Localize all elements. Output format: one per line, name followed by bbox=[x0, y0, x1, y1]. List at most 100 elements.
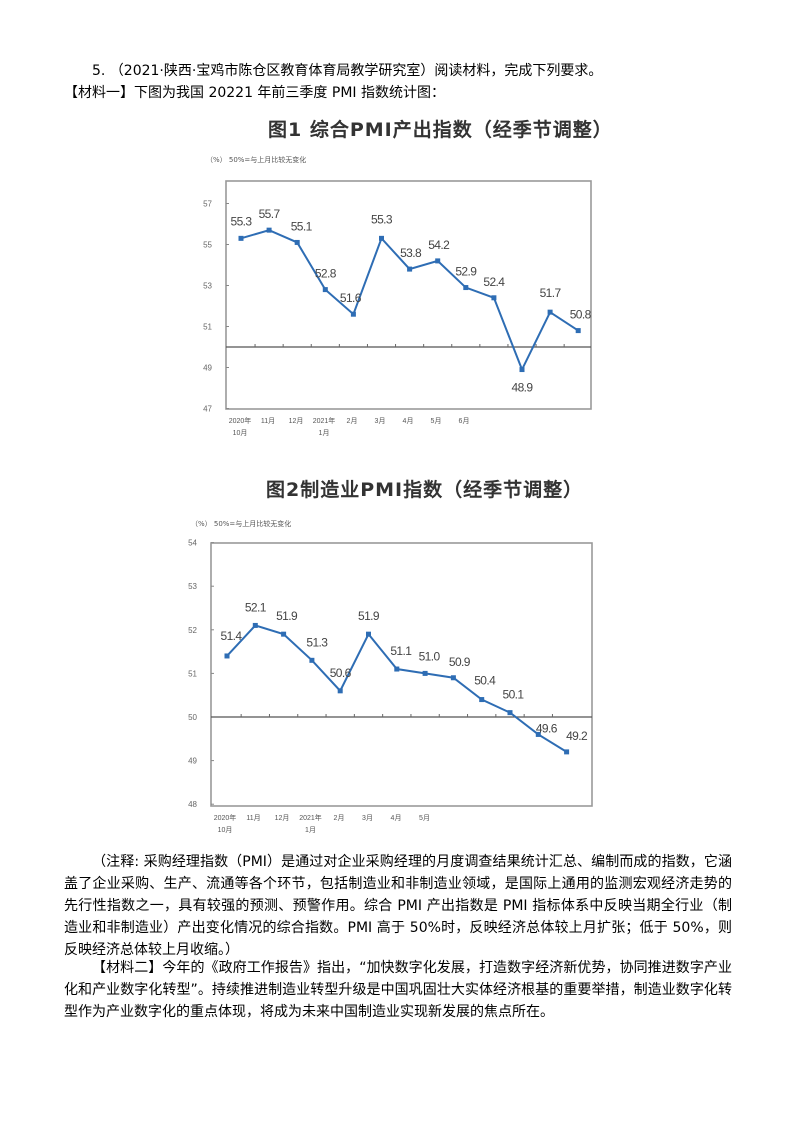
data-label: 48.9 bbox=[512, 381, 534, 395]
data-point bbox=[309, 657, 315, 663]
question-header: 5. （2021·陕西·宝鸡市陈仓区教育体育局教学研究室）阅读材料，完成下列要求… bbox=[92, 63, 603, 79]
data-point bbox=[547, 309, 553, 315]
y-tick-label: 51 bbox=[203, 323, 212, 332]
data-point bbox=[450, 675, 456, 681]
y-tick-label: 49 bbox=[203, 364, 212, 373]
material2-paragraph: 【材料二】今年的《政府工作报告》指出，“加快数字化发展，打造数字经济新优势，协同… bbox=[64, 957, 732, 1023]
x-tick-label: 3月 bbox=[375, 417, 386, 425]
x-tick-label: 4月 bbox=[403, 417, 414, 425]
data-label: 55.1 bbox=[291, 219, 313, 233]
data-label: 49.2 bbox=[566, 729, 588, 743]
x-tick-label: 2月 bbox=[347, 417, 358, 425]
x-tick-label: 4月 bbox=[391, 814, 402, 822]
material1-intro: 【材料一】下图为我国 20221 年前三季度 PMI 指数统计图： bbox=[64, 85, 445, 101]
data-label: 50.4 bbox=[474, 674, 496, 688]
data-point bbox=[350, 311, 356, 317]
data-label: 54.2 bbox=[428, 238, 450, 252]
data-label: 55.3 bbox=[371, 212, 393, 226]
x-tick-label: 12月 bbox=[289, 417, 304, 425]
y-tick-label: 48 bbox=[188, 800, 197, 809]
data-point bbox=[337, 688, 343, 694]
data-label: 50.9 bbox=[449, 655, 471, 669]
data-point bbox=[379, 235, 384, 241]
data-point bbox=[224, 653, 230, 659]
x-tick-label: 10月 bbox=[233, 429, 248, 437]
x-tick-label: 5月 bbox=[419, 814, 430, 822]
data-point bbox=[479, 697, 485, 703]
data-label: 49.6 bbox=[536, 721, 558, 735]
x-tick-label: 10月 bbox=[218, 826, 233, 834]
x-tick-label: 2020年 bbox=[214, 813, 237, 822]
note-paragraph: （注释: 采购经理指数（PMI）是通过对企业采购经理的月度调查结果统计汇总、编制… bbox=[64, 851, 732, 961]
x-tick-label: 2月 bbox=[334, 814, 345, 822]
chart2-title: 图2制造业PMI指数（经季节调整） bbox=[266, 479, 584, 501]
data-point bbox=[366, 631, 371, 637]
data-label: 53.8 bbox=[400, 246, 422, 260]
y-tick-label: 57 bbox=[203, 200, 212, 209]
y-tick-label: 52 bbox=[188, 626, 197, 635]
data-point bbox=[394, 666, 400, 672]
x-tick-label: 11月 bbox=[261, 417, 275, 425]
data-label: 55.3 bbox=[231, 214, 253, 228]
data-label: 52.9 bbox=[455, 265, 477, 279]
x-tick-label: 11月 bbox=[246, 814, 260, 822]
x-tick-label: 6月 bbox=[459, 417, 470, 425]
data-label: 50.8 bbox=[570, 308, 592, 322]
data-point bbox=[252, 622, 258, 628]
chart2-plot: 48 49 50 51 52 53 54 2020年 10月 11月 12月 2021年 1月 2月 3月 4… bbox=[188, 539, 593, 834]
data-label: 52.8 bbox=[315, 267, 337, 281]
y-tick-label: 53 bbox=[188, 582, 197, 591]
data-label: 51.7 bbox=[540, 286, 562, 300]
data-point bbox=[463, 285, 469, 291]
x-tick-label: 1月 bbox=[305, 826, 316, 834]
data-point bbox=[322, 287, 328, 293]
chart1-plot: 47 49 51 53 55 57 2020年 10月 11月 12月 2021年 1月 2月 3月 4月 5… bbox=[203, 180, 592, 437]
data-label: 51.1 bbox=[390, 644, 412, 658]
y-tick-label: 51 bbox=[188, 669, 197, 678]
data-label: 51.4 bbox=[221, 629, 243, 643]
data-point bbox=[575, 328, 581, 334]
data-point bbox=[281, 631, 287, 637]
data-point bbox=[294, 239, 300, 245]
data-point bbox=[491, 295, 497, 301]
chart2-unit-note: （%） 50%=与上月比较无变化 bbox=[191, 520, 292, 528]
y-tick-label: 50 bbox=[188, 713, 197, 722]
data-label: 51.3 bbox=[306, 635, 328, 649]
material2-text: 【材料二】今年的《政府工作报告》指出，“加快数字化发展，打造数字经济新优势，协同… bbox=[64, 960, 732, 1020]
x-tick-label: 2021年 bbox=[299, 813, 322, 822]
data-label: 50.6 bbox=[330, 666, 352, 680]
data-point bbox=[407, 266, 413, 272]
data-point bbox=[519, 367, 525, 373]
data-label: 52.4 bbox=[483, 275, 505, 289]
data-label: 52.1 bbox=[245, 600, 267, 614]
x-tick-label: 3月 bbox=[362, 814, 373, 822]
data-point bbox=[266, 227, 272, 233]
data-label: 51.0 bbox=[419, 649, 441, 663]
data-point bbox=[507, 710, 513, 716]
x-tick-label: 1月 bbox=[319, 429, 330, 437]
note-text: （注释: 采购经理指数（PMI）是通过对企业采购经理的月度调查结果统计汇总、编制… bbox=[64, 854, 732, 958]
chart1-unit-note: （%） 50%=与上月比较无变化 bbox=[206, 156, 307, 164]
data-label: 51.9 bbox=[358, 609, 380, 623]
data-point bbox=[422, 670, 428, 676]
y-tick-label: 55 bbox=[203, 241, 212, 250]
data-label: 55.7 bbox=[259, 207, 281, 221]
x-tick-label: 5月 bbox=[431, 417, 442, 425]
y-tick-label: 54 bbox=[188, 539, 197, 548]
x-tick-label: 12月 bbox=[275, 814, 290, 822]
data-label: 51.6 bbox=[340, 291, 362, 305]
x-tick-label: 2020年 bbox=[229, 416, 252, 425]
y-tick-label: 53 bbox=[203, 282, 212, 291]
y-tick-label: 49 bbox=[188, 757, 197, 766]
data-point bbox=[535, 731, 541, 737]
y-tick-label: 47 bbox=[203, 405, 212, 414]
data-point bbox=[564, 749, 570, 755]
x-tick-label: 2021年 bbox=[313, 416, 336, 425]
plot-frame bbox=[225, 180, 592, 410]
data-point bbox=[238, 235, 244, 241]
plot-frame bbox=[210, 542, 593, 807]
data-label: 50.1 bbox=[503, 688, 525, 702]
chart1-title: 图1 综合PMI产出指数（经季节调整） bbox=[268, 119, 613, 141]
data-point bbox=[435, 258, 441, 264]
data-label: 51.9 bbox=[276, 609, 298, 623]
